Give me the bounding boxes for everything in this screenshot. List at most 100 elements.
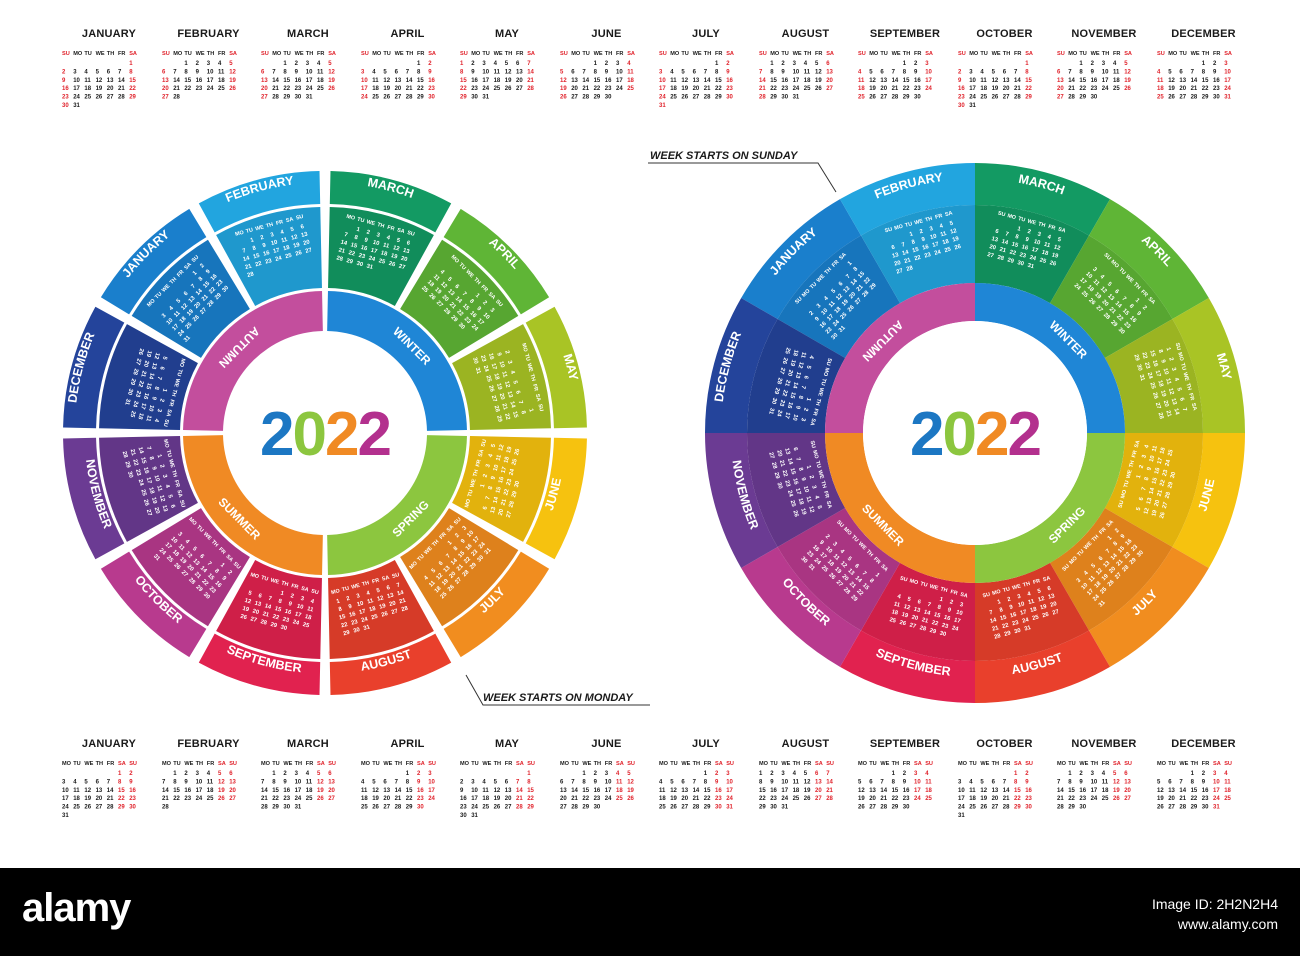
day-number: 18 <box>1041 250 1050 258</box>
weekday-label: WE <box>161 283 172 294</box>
day-number: 1 <box>283 61 287 67</box>
day-number: 9 <box>490 475 497 480</box>
day-number: 10 <box>471 788 478 794</box>
day-number: 15 <box>788 391 796 400</box>
day-number: 22 <box>405 796 412 802</box>
day-number: 24 <box>206 86 213 92</box>
mini-month-name: DECEMBER <box>1171 738 1236 750</box>
day-number: 19 <box>833 566 842 575</box>
day-number: 6 <box>516 61 520 67</box>
day-number: 22 <box>770 86 777 92</box>
day-number: 3 <box>206 61 210 67</box>
day-number: 12 <box>503 381 510 389</box>
weekday-label: SU <box>1224 761 1232 767</box>
day-number: 13 <box>991 788 998 794</box>
day-number: 19 <box>869 86 876 92</box>
weekday-label: FR <box>176 269 185 278</box>
day-number: 2 <box>417 771 421 777</box>
day-number: 29 <box>1167 481 1175 490</box>
day-number: 8 <box>1144 476 1151 481</box>
day-number: 13 <box>394 78 401 84</box>
weekday-label: TH <box>925 216 934 224</box>
weekday-label: WE <box>1124 274 1135 285</box>
day-number: 30 <box>726 95 733 101</box>
day-number: 21 <box>399 598 408 606</box>
day-number: 8 <box>1128 303 1135 310</box>
weekday-label: TH <box>169 276 178 285</box>
day-number: 11 <box>969 788 976 794</box>
day-number: 30 <box>604 95 611 101</box>
day-number: 17 <box>206 78 213 84</box>
day-number: 16 <box>487 353 495 362</box>
weekday-label: SU <box>391 572 400 580</box>
day-number: 22 <box>129 86 136 92</box>
day-number: 19 <box>293 242 302 250</box>
day-number: 15 <box>144 382 152 391</box>
weekday-label: MO <box>73 51 83 57</box>
day-number: 8 <box>868 578 875 585</box>
day-number: 21 <box>1108 306 1117 315</box>
mini-month-name: FEBRUARY <box>177 738 240 750</box>
day-number: 1 <box>405 771 409 777</box>
day-number: 7 <box>693 779 697 785</box>
day-number: 26 <box>295 250 304 258</box>
day-number: 7 <box>272 69 276 75</box>
weekday-label: MO <box>1168 51 1178 57</box>
day-number: 3 <box>810 485 817 490</box>
day-number: 4 <box>366 590 371 597</box>
day-number: 28 <box>516 805 523 811</box>
day-number: 6 <box>1098 555 1105 562</box>
day-number: 14 <box>1179 788 1186 794</box>
day-number: 31 <box>306 95 313 101</box>
day-number: 20 <box>498 393 505 401</box>
day-number: 22 <box>503 488 510 496</box>
day-number: 21 <box>139 370 147 379</box>
day-number: 3 <box>925 61 929 67</box>
weekday-label: TU <box>356 217 365 225</box>
mini-calendar-september: SEPTEMBER MO TU WE TH FR SA SU 1 2 3 4 5 6 7 8 9 10 11 12 13… <box>856 738 956 828</box>
weekday-label: TU <box>919 581 928 589</box>
day-number: 26 <box>1042 612 1051 620</box>
day-number: 28 <box>527 86 534 92</box>
day-number: 28 <box>892 95 899 101</box>
day-number: 30 <box>428 95 435 101</box>
weekday-label: MO <box>1176 352 1184 362</box>
day-number: 1 <box>1190 771 1194 777</box>
day-number: 30 <box>1213 95 1220 101</box>
weekday-label: WE <box>892 51 901 57</box>
weekday-label: MO <box>801 288 811 298</box>
day-number: 6 <box>994 229 999 236</box>
day-number: 1 <box>184 61 188 67</box>
day-number: 9 <box>604 69 608 75</box>
day-number: 24 <box>792 86 799 92</box>
day-number: 10 <box>802 485 809 493</box>
day-number: 24 <box>306 86 313 92</box>
day-number: 10 <box>147 404 154 412</box>
day-number: 4 <box>1098 274 1105 281</box>
day-number: 14 <box>892 78 899 84</box>
day-number: 31 <box>838 325 847 334</box>
month-name-band <box>1172 433 1245 568</box>
day-number: 31 <box>366 263 375 271</box>
day-number: 4 <box>839 549 846 556</box>
day-number: 27 <box>261 95 268 101</box>
day-number: 15 <box>1151 476 1159 485</box>
day-number: 27 <box>107 95 114 101</box>
day-number: 8 <box>213 568 220 575</box>
day-number: 24 <box>659 95 666 101</box>
day-number: 18 <box>670 86 677 92</box>
day-number: 11 <box>1152 444 1160 452</box>
weekday-label: TU <box>245 227 254 235</box>
day-number: 24 <box>292 619 301 627</box>
day-number: 24 <box>195 796 202 802</box>
day-number: 6 <box>1178 397 1185 402</box>
day-number: 4 <box>306 771 310 777</box>
day-number: 20 <box>815 788 822 794</box>
day-number: 18 <box>616 788 623 794</box>
day-number: 2 <box>454 533 461 540</box>
day-number: 1 <box>272 771 276 777</box>
day-number: 5 <box>248 590 253 597</box>
day-number: 29 <box>469 561 478 570</box>
day-number: 25 <box>371 614 380 622</box>
